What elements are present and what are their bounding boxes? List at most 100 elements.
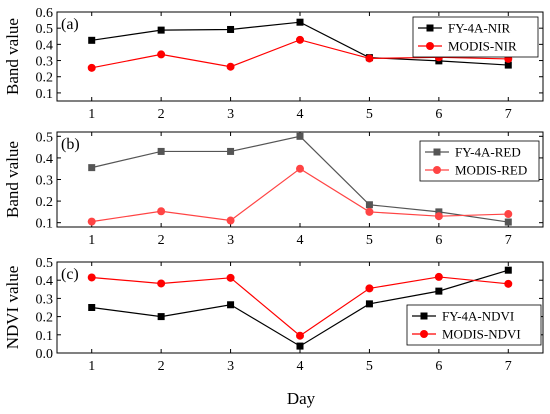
y-axis-title: NDVI value [3, 266, 22, 350]
y-tick-label: 0.3 [36, 174, 54, 189]
data-point-fy-4a-nir [157, 26, 165, 34]
data-point-modis-ndvi [226, 273, 235, 282]
data-point-modis-red [365, 207, 374, 216]
x-axis-title: Day [287, 389, 316, 408]
y-tick-label: 0.5 [36, 130, 54, 145]
x-tick-label: 4 [297, 233, 304, 248]
data-point-modis-ndvi [87, 273, 96, 282]
legend-box [406, 304, 542, 346]
legend-marker [426, 42, 434, 50]
x-tick-label: 1 [88, 233, 95, 248]
x-tick-label: 1 [88, 359, 95, 374]
legend: FY-4A-RED MODIS-RED [419, 140, 540, 182]
y-tick-label: 0.2 [36, 71, 54, 86]
x-tick-label: 4 [297, 107, 304, 122]
data-point-fy-4a-red [227, 147, 235, 155]
data-point-fy-4a-nir [296, 18, 304, 26]
data-point-fy-4a-red [435, 208, 443, 216]
legend-label: MODIS-RED [455, 163, 527, 178]
panel-label: (c) [61, 266, 79, 283]
legend-box [419, 140, 540, 182]
y-tick-label: 0.1 [36, 87, 54, 102]
x-tick-label: 7 [505, 233, 512, 248]
data-point-fy-4a-ndvi [504, 266, 512, 274]
x-tick-label: 2 [158, 233, 165, 248]
y-axis-title: Band value [3, 18, 22, 95]
data-point-modis-nir [87, 63, 96, 72]
y-tick-label: 0.4 [36, 152, 54, 167]
data-point-modis-ndvi [157, 279, 166, 288]
y-tick-label: 0.1 [36, 217, 54, 232]
data-point-modis-ndvi [296, 331, 304, 340]
data-point-modis-red [87, 217, 96, 226]
data-point-fy-4a-ndvi [157, 313, 165, 321]
data-point-fy-4a-ndvi [435, 287, 443, 295]
data-point-modis-red [434, 212, 443, 221]
y-tick-label: 0.3 [36, 55, 54, 70]
data-point-fy-4a-nir [88, 36, 96, 44]
x-tick-label: 2 [158, 107, 165, 122]
x-tick-label: 5 [366, 359, 373, 374]
data-point-modis-nir [226, 62, 235, 71]
y-tick-label: 0.0 [36, 347, 54, 362]
data-point-fy-4a-red [157, 147, 165, 155]
chart-panel-3: 1 2 3 4 5 6 7 0.0 0.1 0.2 0.3 0.4 0.5 NDVI value (c) FY… [3, 256, 544, 374]
x-tick-label: 3 [227, 359, 234, 374]
data-point-fy-4a-ndvi [296, 342, 304, 350]
data-point-modis-red [504, 210, 513, 219]
legend-label: MODIS-NDVI [442, 327, 521, 342]
legend-marker [420, 312, 428, 320]
data-point-modis-nir [296, 35, 304, 44]
legend-marker [433, 148, 441, 156]
legend-label: MODIS-NIR [448, 39, 517, 54]
data-point-fy-4a-nir [504, 61, 512, 69]
x-tick-label: 6 [435, 233, 442, 248]
data-point-modis-red [157, 207, 166, 216]
legend-label: FY-4A-RED [455, 145, 521, 160]
legend: FY-4A-NDVI MODIS-NDVI [406, 304, 542, 346]
data-point-modis-ndvi [504, 279, 513, 288]
legend-box [412, 16, 539, 58]
x-tick-label: 6 [435, 107, 442, 122]
data-point-fy-4a-ndvi [227, 301, 235, 309]
legend-marker [426, 24, 434, 32]
x-tick-label: 3 [227, 233, 234, 248]
x-tick-label: 6 [435, 359, 442, 374]
panel-label: (b) [61, 136, 80, 153]
legend-label: FY-4A-NDVI [442, 309, 514, 324]
y-tick-label: 0.6 [36, 6, 54, 21]
data-point-modis-nir [365, 54, 374, 63]
data-point-modis-ndvi [434, 272, 443, 281]
y-tick-label: 0.3 [36, 292, 54, 307]
x-tick-label: 7 [505, 107, 512, 122]
data-point-modis-red [296, 164, 304, 173]
data-point-fy-4a-red [88, 164, 96, 172]
y-tick-label: 0.4 [36, 38, 54, 53]
x-tick-label: 2 [158, 359, 165, 374]
y-tick-label: 0.2 [36, 311, 54, 326]
panel-label: (a) [61, 16, 79, 33]
x-tick-label: 7 [505, 359, 512, 374]
legend: FY-4A-NIR MODIS-NIR [412, 16, 539, 58]
y-axis-title: Band value [3, 141, 22, 218]
data-point-fy-4a-nir [227, 25, 235, 33]
chart-panel-1: 1 2 3 4 5 6 7 0.10.20.3 0.40.50.6 Band value (a) FY… [3, 6, 544, 122]
legend-label: FY-4A-NIR [448, 21, 510, 36]
data-point-fy-4a-red [504, 218, 512, 226]
chart-panel-2: 1 2 3 4 5 6 7 0.1 0.2 0.3 0.4 0.5 Band value (b) FY-4A… [3, 130, 544, 248]
x-tick-label: 3 [227, 107, 234, 122]
legend-marker [433, 166, 441, 174]
y-tick-label: 0.2 [36, 195, 54, 210]
data-point-modis-ndvi [365, 284, 374, 293]
x-tick-label: 5 [366, 233, 373, 248]
data-point-fy-4a-ndvi [88, 304, 96, 311]
y-tick-label: 0.5 [36, 256, 54, 271]
x-tick-label: 4 [297, 359, 304, 374]
data-point-fy-4a-red [296, 132, 304, 140]
legend-marker [420, 330, 428, 338]
y-tick-label: 0.5 [36, 22, 54, 37]
x-tick-label: 5 [366, 107, 373, 122]
data-point-modis-nir [157, 50, 166, 59]
y-tick-label: 0.4 [36, 274, 54, 289]
